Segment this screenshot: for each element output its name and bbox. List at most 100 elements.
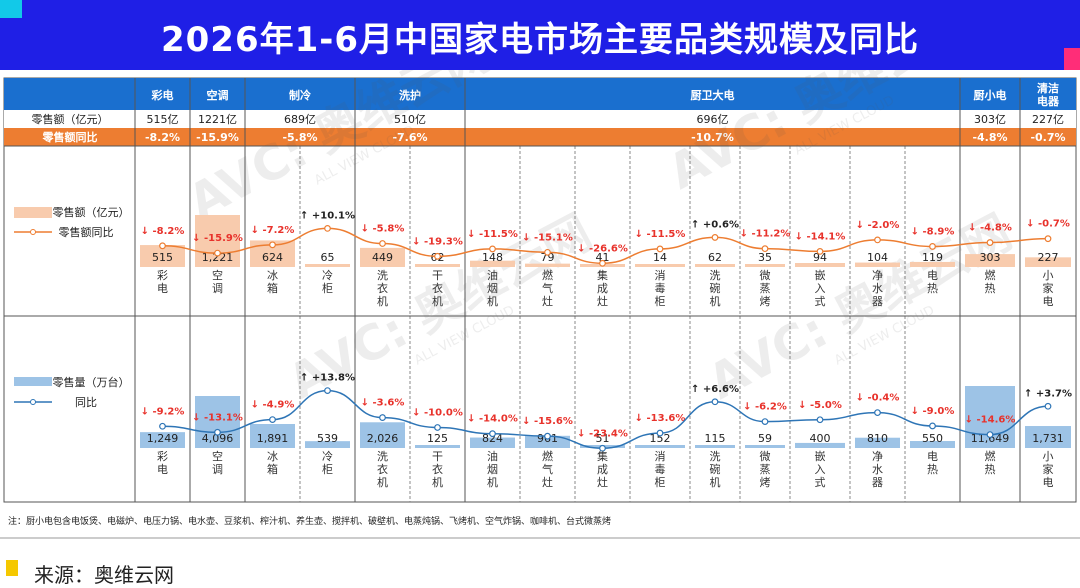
category-label: 入 <box>815 282 826 295</box>
category-label: 灶 <box>542 295 553 308</box>
bar-label: 1,891 <box>257 432 289 445</box>
category-label: 成 <box>597 463 608 476</box>
category-label: 热 <box>927 282 938 295</box>
bar-空调 <box>195 396 240 448</box>
yoy-point <box>434 424 441 431</box>
category-label: 微 <box>760 268 771 282</box>
yoy-point <box>761 245 769 253</box>
category-label: 热 <box>927 463 938 476</box>
table-yoy-6: -4.8% <box>972 131 1007 144</box>
bar-干衣机 <box>415 264 460 267</box>
bar-label: 41 <box>596 251 610 264</box>
table-sales-2: 1221亿 <box>198 113 237 126</box>
bar-燃热 <box>965 254 1015 267</box>
yoy-point <box>544 248 551 256</box>
yoy-label: ↓ -3.6% <box>361 398 405 409</box>
category-label: 衣 <box>432 462 443 476</box>
table-yoy-4: -7.6% <box>392 131 427 144</box>
table-header-7-a: 清洁 <box>1037 81 1059 95</box>
yoy-point <box>379 414 386 421</box>
table-header-4: 洗护 <box>399 88 421 102</box>
category-label: 冷 <box>322 450 333 463</box>
category-label: 机 <box>487 294 498 308</box>
category-label: 成 <box>597 282 608 295</box>
sales-row-bg <box>4 110 1076 128</box>
source-marker <box>6 560 18 576</box>
yoy-point <box>656 245 664 253</box>
corner-accent-cyan <box>0 0 22 18</box>
category-label: 电 <box>1043 476 1054 489</box>
category-label: 机 <box>487 475 498 489</box>
title-banner <box>0 0 1080 70</box>
bar-label: 449 <box>372 251 393 264</box>
category-label: 洗 <box>710 450 721 463</box>
category-label: 电 <box>157 463 168 476</box>
yoy-label: ↑ +3.7% <box>1024 388 1072 399</box>
category-label: 燃 <box>985 449 996 463</box>
category-label: 微 <box>760 449 771 463</box>
bar-净水器 <box>855 262 900 267</box>
bar-label: 119 <box>922 251 943 264</box>
sales-row-label: 零售额（亿元） <box>32 112 109 126</box>
yoy-label: ↓ -23.4% <box>577 428 628 439</box>
category-label: 烤 <box>760 475 771 489</box>
yoy-point <box>324 387 331 395</box>
yoy-point <box>816 247 824 255</box>
category-label: 衣 <box>432 281 443 295</box>
yoy-point <box>711 234 719 241</box>
yoy-label: ↓ -6.2% <box>743 402 787 413</box>
table-sales-5: 696亿 <box>697 113 729 126</box>
category-label: 烟 <box>487 462 498 476</box>
category-label: 灶 <box>542 476 553 489</box>
bar-洗碗机 <box>695 445 735 448</box>
category-label: 油 <box>487 268 498 282</box>
category-label: 式 <box>815 476 826 489</box>
yoy-label: ↓ -8.9% <box>911 226 955 237</box>
category-label: 机 <box>432 294 443 308</box>
bar-label: 400 <box>810 432 831 445</box>
yoy-point <box>159 242 166 250</box>
category-label: 衣 <box>377 281 388 295</box>
bar-label: 152 <box>650 432 671 445</box>
yoy-point <box>929 422 936 430</box>
category-label: 冷 <box>322 269 333 282</box>
yoy-point <box>269 416 276 423</box>
yoy-label: ↓ -15.9% <box>192 233 243 244</box>
bar-燃气灶 <box>525 263 570 267</box>
category-label: 洗 <box>710 269 721 282</box>
legend-bar-swatch <box>14 207 52 218</box>
category-label: 机 <box>710 294 721 308</box>
bar-冷柜 <box>305 264 350 267</box>
category-label: 电 <box>1043 295 1054 308</box>
category-label: 净 <box>872 268 883 282</box>
yoy-point <box>929 243 936 250</box>
category-label: 机 <box>432 475 443 489</box>
category-label: 箱 <box>267 462 278 476</box>
bar-净水器 <box>855 437 900 448</box>
yoy-label: ↓ -14.1% <box>795 231 846 242</box>
yoy-row-bg <box>4 128 1076 146</box>
category-label: 洗 <box>377 450 388 463</box>
bar-label: 62 <box>708 251 722 264</box>
yoy-point <box>816 416 824 424</box>
yoy-point <box>434 252 441 260</box>
category-label: 电 <box>927 269 938 282</box>
table-sales-1: 515亿 <box>147 113 179 126</box>
category-label: 彩 <box>157 450 168 463</box>
category-label: 热 <box>985 282 996 295</box>
category-label: 电 <box>927 450 938 463</box>
bar-label: 148 <box>482 251 503 264</box>
bar-微蒸烤 <box>745 264 785 267</box>
bar-小家电 <box>1025 426 1071 448</box>
yoy-point <box>1044 402 1052 410</box>
category-label: 衣 <box>377 462 388 476</box>
yoy-label: ↓ -15.1% <box>522 232 573 243</box>
yoy-label: ↓ -11.5% <box>635 229 686 240</box>
bar-电热 <box>910 441 955 448</box>
yoy-point <box>599 259 606 267</box>
bar-彩电 <box>140 432 185 448</box>
bar-label: 824 <box>482 432 503 445</box>
bar-油烟机 <box>470 437 515 448</box>
bar-label: 79 <box>541 251 555 264</box>
category-label: 柜 <box>655 295 666 308</box>
